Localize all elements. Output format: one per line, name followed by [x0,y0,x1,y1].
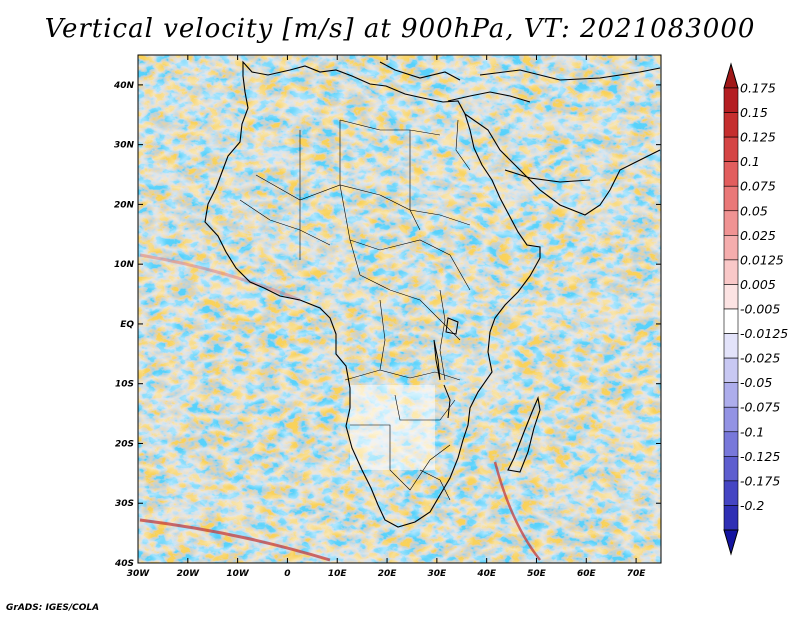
colorbar-swatch [723,161,739,187]
colorbar-swatch [723,112,739,138]
colorbar-label: 0.005 [740,277,776,292]
colorbar-label: 0.15 [740,105,768,120]
colorbar-bottom-arrow [723,529,739,556]
y-tick-label: 30N [114,141,135,151]
colorbar-label: -0.075 [740,400,780,415]
colorbar-label: 0.0125 [740,252,784,267]
grads-credit: GrADS: IGES/COLA [6,603,100,613]
colorbar-label: -0.05 [740,375,772,390]
colorbar-label: 0.025 [740,228,776,243]
x-tick-label: 10E [328,569,348,579]
colorbar-swatch [723,456,739,482]
axis-ticks: 30W 20W 10W 0 10E 20E 30E 40E 50E 60E 70E 40N 30N 20N… [113,55,661,579]
x-tick-label: 0 [284,569,290,579]
x-tick-label: 40E [476,569,497,579]
y-tick-label: 30S [115,499,134,509]
colorbar-swatch [723,210,739,236]
x-tick-label: 20E [378,569,398,579]
x-tick-label: 50E [527,569,547,579]
x-tick-label: 30E [428,569,448,579]
x-tick-label: 30W [127,569,151,579]
x-tick-label: 70E [627,569,647,579]
colorbar-swatch [723,431,739,457]
x-tick-label: 60E [577,569,597,579]
velocity-field [138,55,661,563]
y-tick-label: 40N [113,81,135,91]
colorbar-label: 0.075 [740,179,776,194]
colorbar-label: -0.025 [740,351,780,366]
x-tick-label: 20W [177,569,201,579]
colorbar-swatch [723,406,739,433]
colorbar-label: 0.1 [740,154,760,169]
colorbar-label: -0.125 [740,449,780,464]
colorbar-swatch [723,333,739,359]
colorbar-swatch [723,357,739,383]
y-tick-label: 40S [114,559,134,569]
colorbar-swatch [723,259,739,285]
y-tick-label: 10N [114,260,135,270]
colorbar-label: -0.175 [740,473,780,488]
colorbar-swatch [723,87,739,113]
colorbar-swatch [723,308,739,334]
y-tick-label: 20S [115,439,134,449]
colorbar-swatch [723,382,739,408]
colorbar-swatch [723,480,739,506]
colorbar-label: 0.05 [740,203,768,218]
colorbar-label: -0.005 [740,302,780,317]
colorbar-label: 0.175 [740,81,776,96]
colorbar-label: -0.1 [740,424,764,439]
colorbar: 0.175 0.15 0.125 0.1 0.075 0.05 0.025 0.0125 0.0… [723,62,788,556]
colorbar-label: -0.0125 [740,326,788,341]
y-tick-label: 10S [115,380,134,390]
colorbar-swatch [723,235,739,261]
colorbar-label: 0.125 [740,130,776,145]
y-tick-label: EQ [120,320,134,330]
colorbar-label: -0.2 [740,498,764,513]
map-title: Vertical velocity [m/s] at 900hPa, VT: 2… [44,14,756,44]
colorbar-swatch [723,136,739,162]
map-frame [137,54,662,564]
lakes [433,317,459,419]
y-tick-label: 20N [114,200,135,210]
colorbar-swatch [723,185,739,212]
coastlines [204,60,661,528]
colorbar-swatch [723,505,739,531]
x-tick-label: 10W [226,569,250,579]
colorbar-top-arrow [723,62,739,89]
colorbar-swatch [723,284,739,310]
